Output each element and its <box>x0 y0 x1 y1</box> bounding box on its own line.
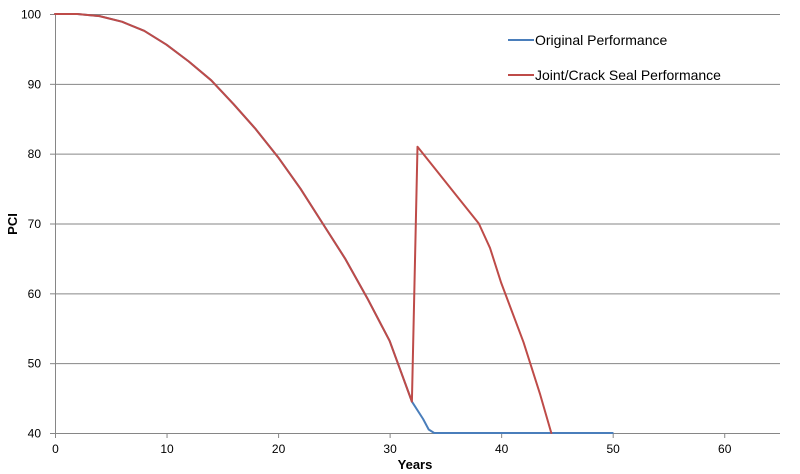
x-tick-label-0: 0 <box>52 442 59 456</box>
x-tick-label-30: 30 <box>383 442 397 456</box>
x-axis-title: Years <box>398 457 433 472</box>
y-tick-label-70: 70 <box>28 217 42 231</box>
x-tick-label-10: 10 <box>160 442 174 456</box>
legend-label-2: Joint/Crack Seal Performance <box>535 67 721 83</box>
gridlines <box>55 14 780 365</box>
y-tick-label-90: 90 <box>28 77 42 91</box>
legend-label-1: Original Performance <box>535 32 667 48</box>
y-tick-label-100: 100 <box>21 8 41 22</box>
tick-labels: 40 50 60 70 80 90 100 0 10 20 30 40 50 60 <box>21 8 732 457</box>
x-tick-label-60: 60 <box>718 442 732 456</box>
x-tick-label-20: 20 <box>272 442 286 456</box>
y-tick-label-80: 80 <box>28 147 42 161</box>
x-tick-label-50: 50 <box>607 442 621 456</box>
y-tick-label-60: 60 <box>28 287 42 301</box>
x-tick-label-40: 40 <box>495 442 509 456</box>
legend: Original Performance Joint/Crack Seal Per… <box>508 32 721 83</box>
y-tick-label-50: 50 <box>28 357 42 371</box>
y-axis-title: PCI <box>5 213 20 235</box>
series-line-2 <box>54 13 553 434</box>
y-tick-label-40: 40 <box>28 427 42 441</box>
axes <box>50 14 780 438</box>
series-lines <box>54 13 614 434</box>
